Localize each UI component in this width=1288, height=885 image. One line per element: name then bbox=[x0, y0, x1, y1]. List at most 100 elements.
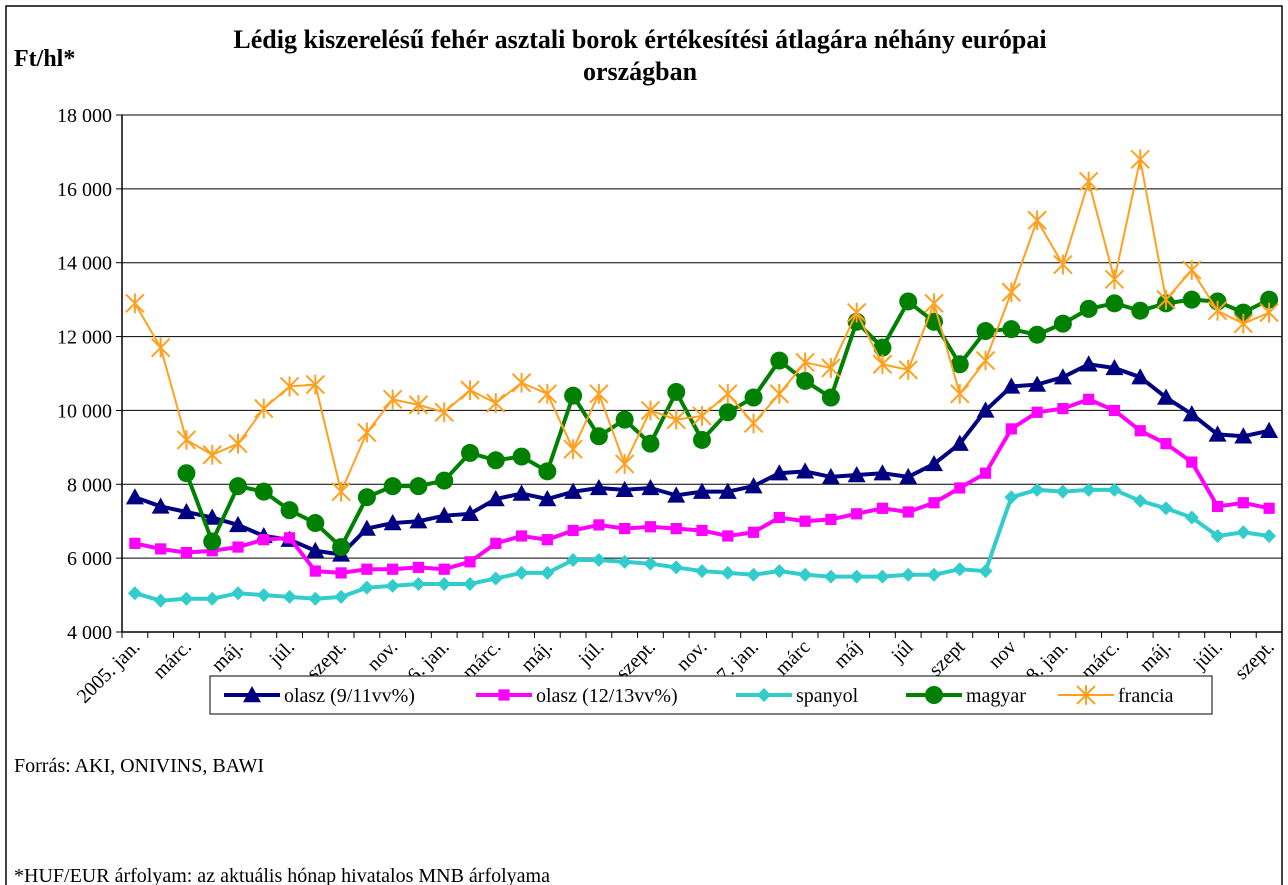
marker bbox=[796, 371, 815, 390]
y-tick-label: 14 000 bbox=[57, 253, 112, 275]
marker bbox=[670, 523, 682, 535]
marker bbox=[155, 543, 167, 555]
marker bbox=[541, 534, 553, 546]
marker bbox=[821, 388, 840, 407]
marker bbox=[772, 564, 787, 579]
marker bbox=[280, 501, 299, 520]
marker bbox=[902, 506, 914, 518]
x-tick-label: szept. bbox=[1230, 636, 1278, 684]
marker bbox=[1182, 405, 1201, 422]
marker bbox=[512, 484, 531, 501]
marker bbox=[976, 401, 995, 418]
marker bbox=[232, 541, 244, 553]
marker bbox=[851, 508, 863, 520]
marker bbox=[925, 686, 943, 704]
marker bbox=[1186, 456, 1198, 468]
marker bbox=[125, 293, 145, 314]
marker bbox=[1055, 484, 1070, 499]
marker bbox=[177, 502, 196, 520]
marker bbox=[643, 556, 658, 571]
marker bbox=[435, 471, 454, 490]
marker bbox=[901, 567, 916, 582]
marker bbox=[564, 386, 583, 405]
marker bbox=[924, 293, 944, 314]
x-tick-label: máj. bbox=[517, 636, 557, 676]
marker bbox=[512, 447, 531, 466]
marker bbox=[357, 422, 377, 443]
marker bbox=[1076, 685, 1096, 705]
marker bbox=[746, 567, 761, 582]
legend-label: olasz (9/11vv%) bbox=[284, 685, 415, 707]
marker bbox=[385, 578, 400, 593]
marker bbox=[693, 482, 711, 499]
marker bbox=[669, 560, 684, 575]
marker bbox=[619, 523, 631, 535]
marker bbox=[644, 521, 657, 533]
marker bbox=[463, 576, 477, 591]
y-tick-label: 4 000 bbox=[67, 622, 112, 644]
marker bbox=[177, 464, 196, 483]
y-tick-label: 8 000 bbox=[67, 474, 112, 496]
marker bbox=[538, 462, 557, 481]
legend-label: francia bbox=[1118, 685, 1174, 707]
marker bbox=[718, 383, 738, 404]
marker bbox=[720, 565, 735, 580]
marker bbox=[641, 478, 660, 496]
marker bbox=[666, 409, 686, 430]
marker bbox=[950, 383, 970, 404]
marker bbox=[1028, 375, 1047, 392]
marker bbox=[538, 490, 557, 507]
y-tick-label: 18 000 bbox=[57, 105, 112, 127]
marker bbox=[770, 351, 789, 370]
marker bbox=[1160, 438, 1172, 450]
marker bbox=[409, 477, 428, 496]
marker bbox=[566, 552, 581, 567]
marker bbox=[1157, 388, 1175, 405]
marker bbox=[799, 515, 811, 527]
marker bbox=[408, 394, 429, 415]
marker bbox=[667, 486, 686, 503]
marker bbox=[1105, 358, 1124, 376]
marker bbox=[282, 589, 297, 604]
legend-label: spanyol bbox=[796, 685, 859, 707]
marker bbox=[1131, 368, 1150, 385]
marker bbox=[770, 464, 789, 481]
marker bbox=[744, 477, 763, 494]
chart-border bbox=[5, 5, 1283, 885]
marker bbox=[1081, 482, 1096, 497]
marker bbox=[1104, 269, 1125, 290]
x-tick-label: szept bbox=[925, 636, 970, 681]
marker bbox=[796, 462, 815, 479]
marker bbox=[825, 513, 837, 525]
marker bbox=[898, 359, 918, 380]
marker bbox=[567, 524, 579, 537]
x-tick-label: nov. bbox=[672, 636, 711, 675]
marker bbox=[875, 569, 890, 584]
marker bbox=[798, 567, 813, 582]
marker bbox=[950, 355, 969, 374]
marker bbox=[718, 482, 737, 499]
marker bbox=[1001, 282, 1022, 303]
marker bbox=[357, 519, 376, 536]
marker bbox=[1207, 300, 1228, 321]
marker bbox=[849, 569, 864, 584]
y-tick-label: 10 000 bbox=[57, 400, 112, 422]
marker bbox=[464, 556, 476, 568]
marker bbox=[434, 402, 454, 423]
marker bbox=[591, 552, 606, 567]
marker bbox=[1233, 313, 1254, 334]
marker bbox=[151, 497, 170, 514]
marker bbox=[593, 519, 605, 531]
marker bbox=[231, 586, 245, 601]
marker bbox=[256, 588, 271, 603]
marker bbox=[1182, 260, 1202, 280]
x-tick-label: máj. bbox=[207, 636, 247, 676]
marker bbox=[309, 565, 321, 577]
marker bbox=[1002, 377, 1021, 394]
marker bbox=[718, 403, 737, 422]
marker bbox=[1079, 355, 1098, 372]
marker bbox=[1130, 149, 1150, 170]
marker bbox=[1079, 299, 1098, 318]
x-tick-label: márc. bbox=[149, 636, 196, 683]
